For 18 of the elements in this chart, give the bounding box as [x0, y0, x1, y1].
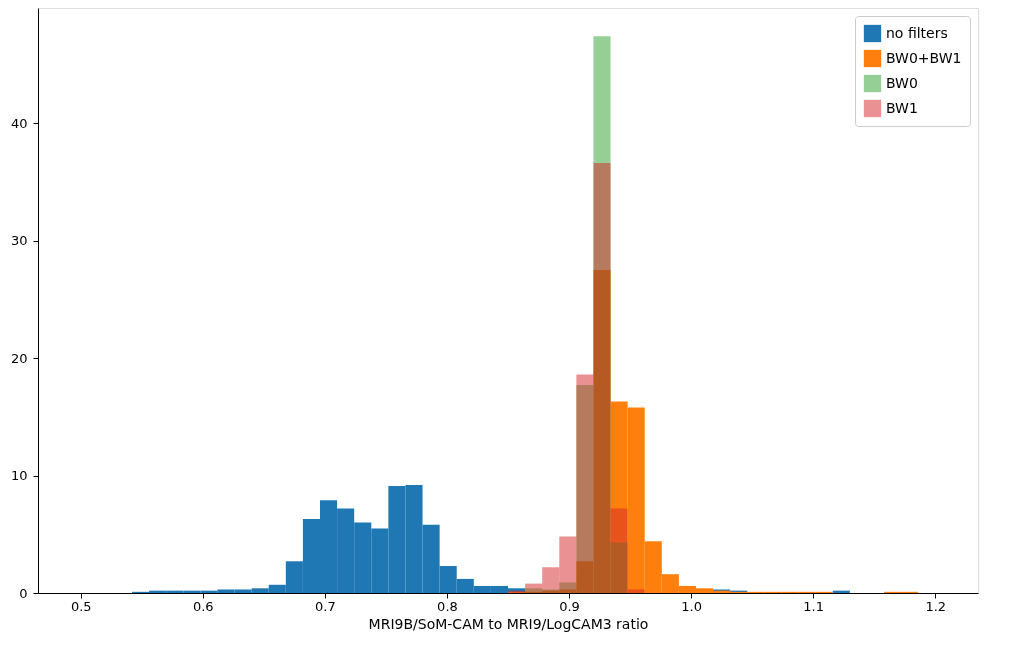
x-axis-title: MRI9B/SoM-CAM to MRI9/LogCAM3 ratio: [368, 615, 649, 632]
x-tick-label: 1.0: [681, 598, 702, 614]
y-tick-label: 10: [10, 468, 28, 484]
legend-label: BW1: [886, 99, 918, 116]
x-tick-label: 0.9: [559, 598, 580, 614]
x-tick-label: 0.7: [315, 598, 336, 614]
legend-label: no filters: [886, 24, 948, 41]
legend-label: BW0+BW1: [886, 49, 962, 66]
x-tick-label: 0.5: [70, 598, 92, 614]
legend-label: BW0: [886, 74, 918, 91]
y-tick-label: 30: [10, 233, 28, 249]
x-tick-label: 0.6: [192, 598, 214, 614]
y-tick-label: 20: [10, 350, 28, 366]
y-tick-label: 40: [10, 115, 28, 131]
x-tick-label: 1.1: [803, 598, 825, 614]
x-tick-label: 0.8: [437, 598, 458, 614]
x-tick-label: 1.2: [925, 598, 947, 614]
y-tick-label: 0: [19, 585, 28, 601]
